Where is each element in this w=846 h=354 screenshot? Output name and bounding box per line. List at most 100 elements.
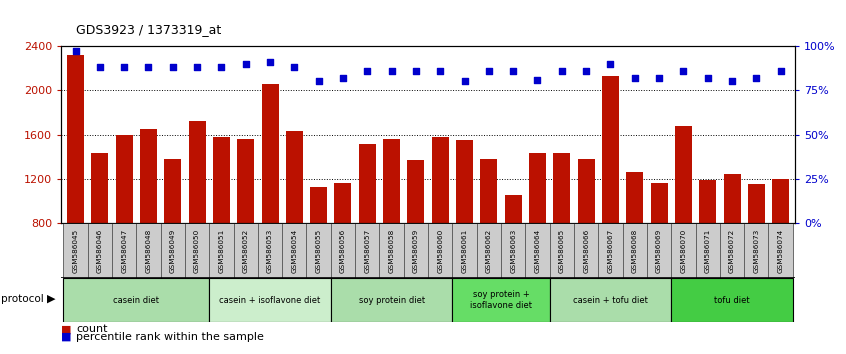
- Text: GSM586053: GSM586053: [267, 228, 273, 273]
- Text: GSM586058: GSM586058: [388, 228, 394, 273]
- Text: casein diet: casein diet: [113, 296, 159, 304]
- Point: [409, 68, 423, 74]
- Bar: [623, 223, 647, 278]
- Point: [118, 64, 131, 70]
- Bar: [525, 223, 550, 278]
- Text: ■: ■: [61, 324, 71, 334]
- Text: GSM586068: GSM586068: [632, 228, 638, 273]
- Point: [482, 68, 496, 74]
- Bar: [331, 278, 453, 322]
- Bar: [431, 137, 448, 312]
- Text: protocol: protocol: [1, 294, 44, 304]
- Bar: [334, 183, 351, 312]
- Bar: [723, 175, 740, 312]
- Text: GSM586057: GSM586057: [365, 228, 371, 273]
- Bar: [772, 179, 789, 312]
- Bar: [306, 223, 331, 278]
- Text: GSM586062: GSM586062: [486, 228, 492, 273]
- Bar: [476, 223, 501, 278]
- Bar: [283, 223, 306, 278]
- Bar: [695, 223, 720, 278]
- Bar: [136, 223, 161, 278]
- Text: soy protein diet: soy protein diet: [359, 296, 425, 304]
- Text: GSM586046: GSM586046: [96, 228, 103, 273]
- Bar: [359, 144, 376, 312]
- Point: [555, 68, 569, 74]
- Bar: [598, 223, 623, 278]
- Bar: [258, 223, 283, 278]
- Bar: [505, 195, 522, 312]
- Bar: [189, 121, 206, 312]
- Text: GSM586060: GSM586060: [437, 228, 443, 273]
- Bar: [209, 223, 233, 278]
- Bar: [501, 223, 525, 278]
- Text: GSM586063: GSM586063: [510, 228, 516, 273]
- Point: [385, 68, 398, 74]
- Bar: [671, 223, 695, 278]
- Bar: [695, 223, 720, 278]
- Bar: [476, 223, 501, 278]
- Bar: [671, 278, 793, 322]
- Bar: [428, 223, 453, 278]
- Bar: [744, 223, 768, 278]
- Bar: [237, 139, 254, 312]
- Text: GSM586059: GSM586059: [413, 228, 419, 273]
- Bar: [748, 184, 765, 312]
- Bar: [233, 223, 258, 278]
- Text: GSM586052: GSM586052: [243, 228, 249, 273]
- Point: [677, 68, 690, 74]
- Bar: [768, 223, 793, 278]
- Point: [433, 68, 447, 74]
- Text: count: count: [76, 324, 107, 334]
- Bar: [647, 223, 671, 278]
- Point: [458, 79, 471, 84]
- Bar: [598, 223, 623, 278]
- Bar: [408, 160, 425, 312]
- Text: GSM586054: GSM586054: [291, 228, 297, 273]
- Text: GSM586071: GSM586071: [705, 228, 711, 273]
- Bar: [481, 159, 497, 312]
- Bar: [88, 223, 112, 278]
- Bar: [768, 223, 793, 278]
- Bar: [553, 153, 570, 312]
- Bar: [258, 223, 283, 278]
- Point: [530, 77, 544, 82]
- Bar: [286, 131, 303, 312]
- Bar: [112, 223, 136, 278]
- Point: [93, 64, 107, 70]
- Bar: [233, 223, 258, 278]
- Text: GSM586072: GSM586072: [729, 228, 735, 273]
- Point: [725, 79, 739, 84]
- Point: [750, 75, 763, 81]
- Point: [263, 59, 277, 65]
- Point: [628, 75, 641, 81]
- Text: GSM586069: GSM586069: [656, 228, 662, 273]
- Text: GSM586049: GSM586049: [170, 228, 176, 273]
- Text: GSM586074: GSM586074: [777, 228, 783, 273]
- Text: GSM586061: GSM586061: [462, 228, 468, 273]
- Bar: [306, 223, 331, 278]
- Bar: [550, 278, 671, 322]
- Bar: [310, 187, 327, 312]
- Bar: [331, 223, 355, 278]
- Bar: [88, 223, 112, 278]
- Point: [701, 75, 715, 81]
- Bar: [209, 223, 233, 278]
- Point: [312, 79, 326, 84]
- Bar: [213, 137, 230, 312]
- Point: [239, 61, 252, 67]
- Point: [288, 64, 301, 70]
- Bar: [283, 223, 306, 278]
- Bar: [651, 183, 667, 312]
- Bar: [453, 223, 476, 278]
- Point: [360, 68, 374, 74]
- Bar: [428, 223, 453, 278]
- Bar: [626, 172, 643, 312]
- Bar: [699, 180, 717, 312]
- Text: GSM586047: GSM586047: [121, 228, 127, 273]
- Bar: [456, 140, 473, 312]
- Point: [580, 68, 593, 74]
- Point: [336, 75, 349, 81]
- Text: GSM586048: GSM586048: [146, 228, 151, 273]
- Bar: [404, 223, 428, 278]
